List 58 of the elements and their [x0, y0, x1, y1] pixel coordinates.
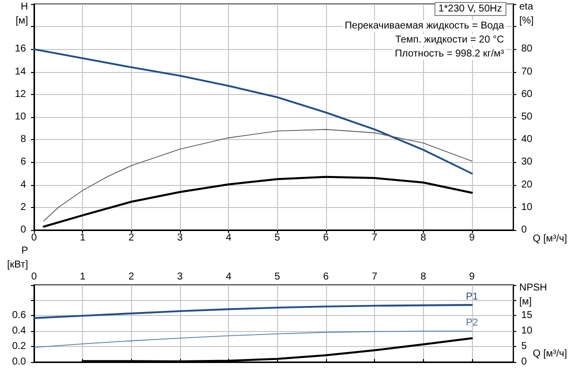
x-tick-label: 6 — [323, 271, 330, 282]
y2-tick-label: 30 — [521, 156, 533, 168]
y2-tick-label: 60 — [521, 88, 533, 100]
x-tick-label: 9 — [469, 271, 476, 282]
y-tick-label: 2 — [20, 202, 26, 213]
y2-tick-label: 10 — [521, 326, 533, 337]
y2-tick-label: 20 — [521, 179, 533, 190]
y-tick-label: 0 — [20, 224, 26, 236]
x-tick-label: 7 — [372, 271, 378, 282]
x-tick-label: 2 — [128, 271, 135, 282]
y2-tick-label: 0 — [521, 224, 528, 236]
x-axis-title: Q [м³/ч] — [532, 234, 568, 244]
y-axis-title: P [кВт] — [7, 246, 28, 270]
y2-tick-label: 70 — [521, 66, 533, 78]
x-tick-label: 8 — [420, 232, 426, 244]
x-tick-label: 4 — [226, 232, 232, 244]
x-tick-label: 3 — [177, 232, 184, 244]
x-tick-label: 1 — [80, 232, 86, 244]
y-axis-title: H [м] — [16, 2, 28, 26]
y-tick-label: 12 — [14, 88, 26, 100]
y2-tick-label: 15 — [521, 310, 533, 322]
x-tick-label: 5 — [274, 232, 280, 244]
y-tick-label: 8 — [20, 134, 26, 146]
y2-tick-label: 10 — [521, 202, 533, 213]
x-tick-label: 9 — [469, 232, 476, 244]
y-tick-label: 14 — [14, 66, 26, 78]
y2-tick-label: 50 — [521, 112, 533, 122]
annotation: Перекачиваемая жидкость = Вода — [344, 20, 504, 32]
series-label: P1 — [466, 291, 479, 302]
x-tick-label: 6 — [323, 232, 330, 244]
x-tick-label: 0 — [31, 232, 38, 244]
x-axis-title: Q [м³/ч] — [532, 348, 568, 360]
x-tick-label: 3 — [177, 271, 184, 282]
y-tick-label: 0.6 — [12, 310, 26, 322]
y-tick-label: 10 — [14, 112, 26, 122]
series-label: P2 — [466, 318, 479, 329]
x-tick-label: 0 — [31, 271, 38, 282]
y-tick-label: 0.0 — [12, 356, 26, 368]
y-tick-label: 6 — [20, 156, 26, 168]
x-tick-label: 4 — [226, 271, 232, 282]
y2-axis-title: NPSH [м] — [519, 282, 548, 308]
y-tick-label: 0.2 — [12, 341, 26, 352]
y-tick-label: 0.4 — [12, 326, 26, 337]
y-tick-label: 16 — [14, 44, 26, 55]
y2-axis-title: eta [%] — [519, 2, 534, 26]
annotation: Темп. жидкости = 20 °C — [395, 34, 504, 46]
y2-tick-label: 0 — [521, 356, 528, 368]
chart-title: 1*230 V, 50Hz — [438, 4, 502, 14]
x-tick-label: 1 — [80, 271, 86, 282]
x-tick-label: 8 — [420, 271, 426, 282]
annotation: Плотность = 998.2 кг/м³ — [394, 48, 505, 60]
y2-tick-label: 80 — [521, 44, 533, 55]
x-tick-label: 7 — [372, 232, 378, 244]
y2-tick-label: 40 — [521, 134, 533, 146]
x-tick-label: 2 — [128, 232, 135, 244]
x-tick-label: 5 — [274, 271, 280, 282]
y-tick-label: 4 — [20, 179, 26, 190]
y2-tick-label: 5 — [521, 341, 528, 352]
